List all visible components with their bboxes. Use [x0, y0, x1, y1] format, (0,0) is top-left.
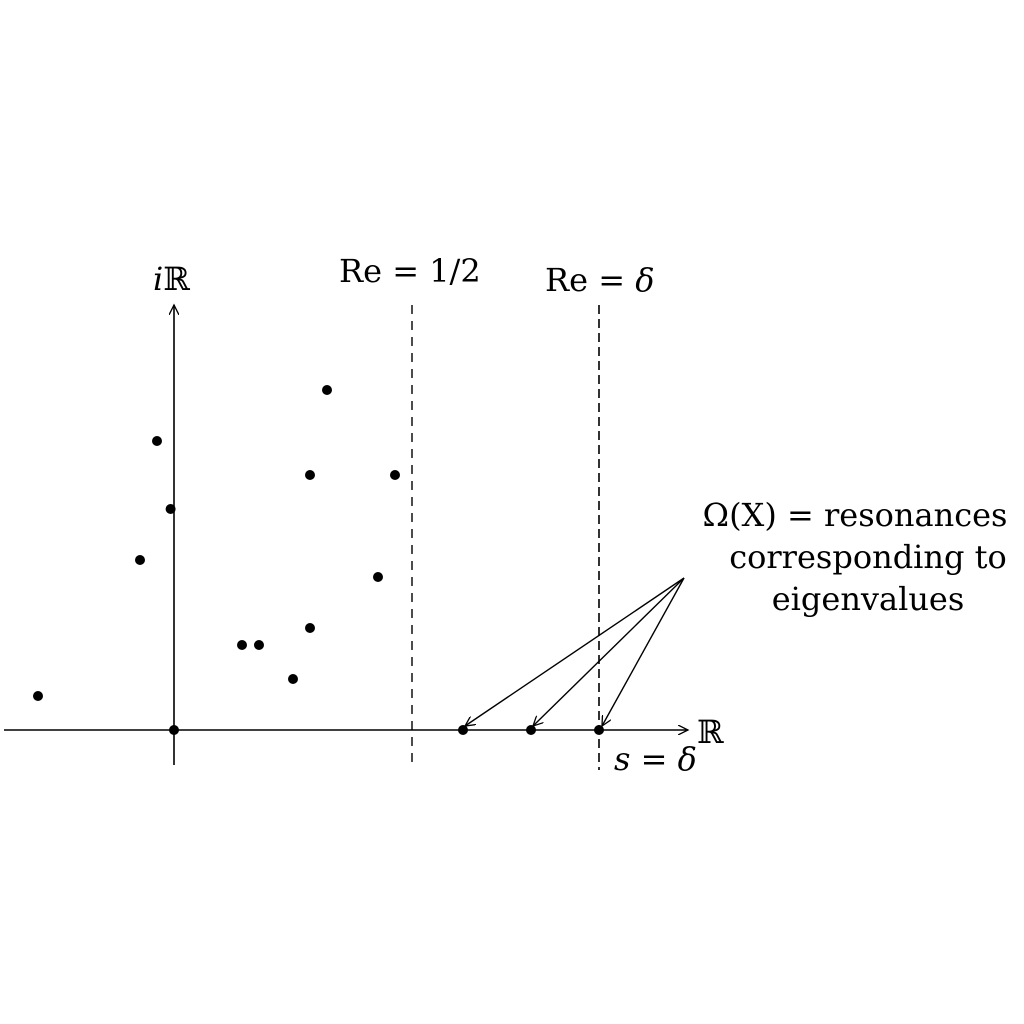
annotation-line-1: Ω(X) = resonances — [703, 496, 1008, 534]
eigenvalue-point — [594, 725, 604, 735]
resonance-point — [305, 623, 315, 633]
real-axis-label: ℝ — [697, 713, 724, 751]
resonance-point — [373, 572, 383, 582]
annotation-line-2: corresponding to — [729, 538, 1007, 576]
imaginary-axis-label: iℝ — [153, 260, 190, 298]
resonance-point — [33, 691, 43, 701]
resonance-point — [135, 555, 145, 565]
eigenvalue-point — [526, 725, 536, 735]
delta-line-label: Re = δ — [545, 261, 654, 299]
resonance-points — [33, 385, 604, 735]
resonance-point — [152, 436, 162, 446]
resonance-point — [390, 470, 400, 480]
resonance-point — [322, 385, 332, 395]
annotation-arrows — [465, 577, 685, 726]
arrow-to-eigenvalue-1 — [465, 577, 685, 726]
arrow-to-eigenvalue-2 — [533, 577, 685, 726]
resonance-point — [288, 674, 298, 684]
resonance-point — [169, 725, 179, 735]
half-line-label: Re = 1/2 — [339, 252, 481, 290]
resonance-point — [165, 504, 176, 514]
resonance-point — [254, 640, 264, 650]
resonance-point — [237, 640, 247, 650]
resonance-point — [305, 470, 315, 480]
arrow-to-eigenvalue-3 — [602, 577, 685, 726]
annotation-line-3: eigenvalues — [772, 580, 965, 618]
eigenvalue-point — [458, 725, 468, 735]
s-delta-label: s = δ — [614, 740, 697, 778]
